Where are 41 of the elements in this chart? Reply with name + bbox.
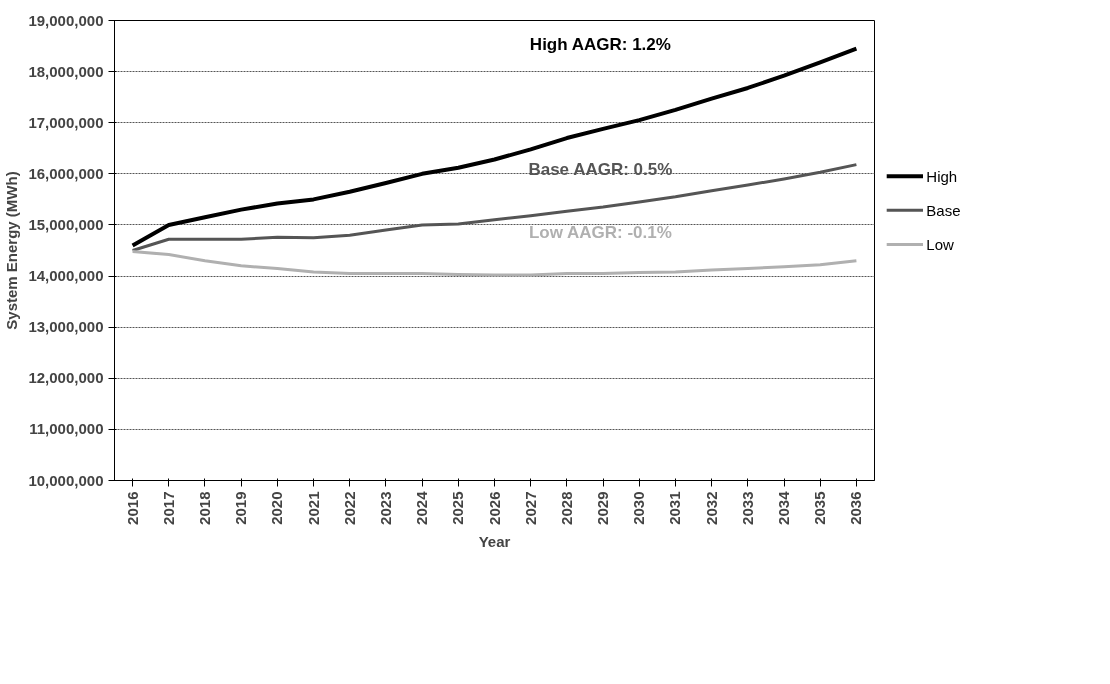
x-tick-label: 2021 bbox=[304, 491, 322, 525]
legend-label: High bbox=[926, 167, 958, 185]
x-tick-label: 2027 bbox=[521, 491, 539, 525]
x-tick-label: 2036 bbox=[847, 491, 865, 525]
x-tick-label: 2032 bbox=[702, 491, 720, 525]
y-tick-label: 18,000,000 bbox=[28, 62, 104, 80]
y-tick-label: 12,000,000 bbox=[28, 369, 104, 387]
x-tick-label: 2033 bbox=[738, 491, 756, 525]
legend-label: Low bbox=[926, 236, 954, 254]
x-axis-title: Year bbox=[478, 532, 511, 550]
x-tick-label: 2030 bbox=[630, 491, 648, 525]
x-tick-label: 2031 bbox=[666, 491, 684, 525]
x-tick-label: 2029 bbox=[594, 491, 612, 525]
x-tick-label: 2019 bbox=[232, 491, 250, 525]
y-tick-label: 14,000,000 bbox=[28, 267, 104, 285]
x-tick-label: 2025 bbox=[449, 491, 467, 525]
y-tick-label: 11,000,000 bbox=[29, 420, 104, 438]
x-tick-label: 2035 bbox=[811, 491, 829, 525]
x-tick-label: 2020 bbox=[268, 491, 286, 525]
annotation: Low AAGR: -0.1% bbox=[528, 222, 672, 242]
annotation: Base AAGR: 0.5% bbox=[528, 160, 673, 180]
line-series bbox=[131, 250, 858, 277]
x-tick-label: 2022 bbox=[340, 491, 358, 525]
x-tick-label: 2016 bbox=[123, 491, 141, 525]
x-tick-label: 2034 bbox=[775, 490, 793, 525]
x-tick-label: 2028 bbox=[557, 491, 575, 525]
x-tick-label: 2018 bbox=[195, 491, 213, 525]
x-tick-label: 2024 bbox=[413, 490, 431, 525]
y-tick-label: 15,000,000 bbox=[28, 215, 104, 233]
y-tick-label: 19,000,000 bbox=[28, 11, 104, 29]
line-series bbox=[131, 163, 858, 252]
x-tick-label: 2026 bbox=[485, 491, 503, 525]
y-tick-label: 17,000,000 bbox=[28, 113, 104, 131]
y-tick-label: 13,000,000 bbox=[28, 318, 104, 336]
y-axis-title: System Energy (MWh) bbox=[3, 171, 21, 330]
y-tick-label: 16,000,000 bbox=[28, 164, 104, 182]
annotation: High AAGR: 1.2% bbox=[529, 34, 671, 54]
legend-label: Base bbox=[926, 201, 961, 219]
y-tick-label: 10,000,000 bbox=[28, 471, 104, 489]
x-tick-label: 2023 bbox=[376, 491, 394, 525]
x-tick-label: 2017 bbox=[159, 491, 177, 525]
